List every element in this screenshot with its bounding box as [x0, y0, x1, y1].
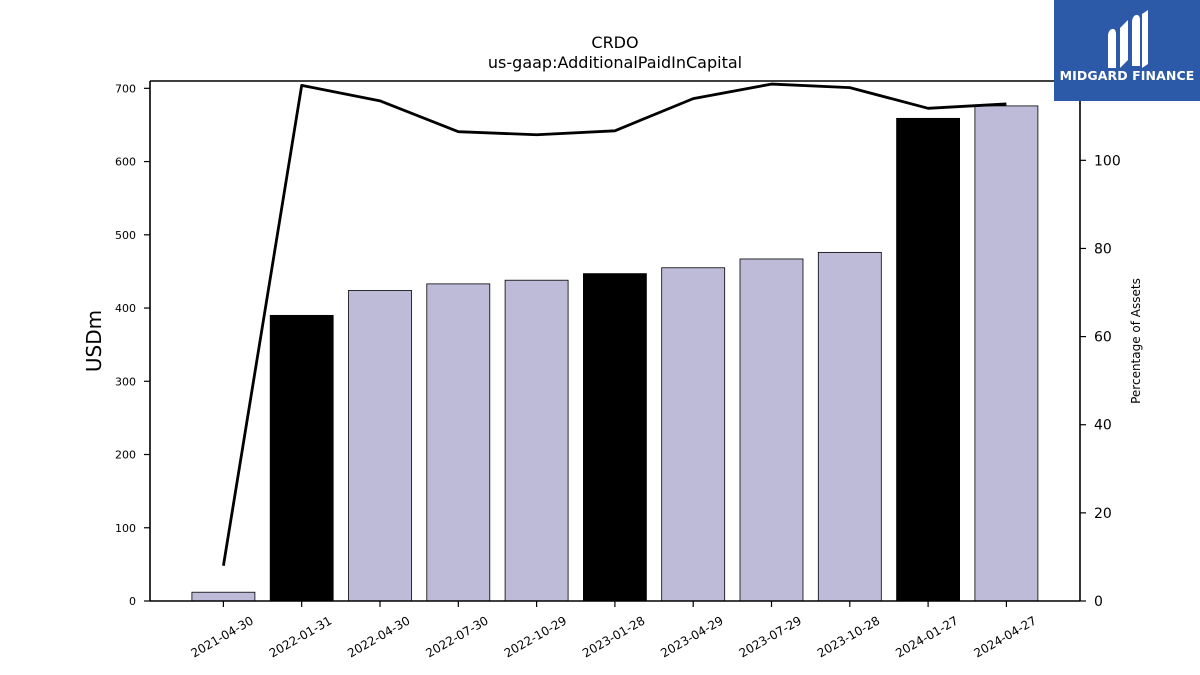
x-tick-label: 2023-04-29	[658, 613, 725, 660]
x-tick-label: 2022-10-29	[502, 613, 569, 660]
bar	[974, 105, 1039, 602]
bar	[504, 279, 569, 602]
bar	[661, 267, 726, 602]
midgard-finance-logo: MIDGARD FINANCE	[1054, 0, 1200, 101]
y-axis-label: USDm	[82, 310, 106, 372]
bar	[739, 258, 804, 602]
midgard-logo-icon	[1108, 10, 1148, 68]
bar	[583, 273, 647, 602]
y2-axis-label: Percentage of Assets	[1129, 278, 1143, 404]
bar	[896, 117, 960, 602]
y-tick-label: 500	[115, 229, 136, 242]
x-tick-label: 2022-07-30	[423, 613, 490, 660]
bar	[817, 251, 882, 602]
x-tick-label: 2023-07-29	[737, 613, 804, 660]
x-tick-label: 2022-04-30	[345, 613, 412, 660]
x-tick-label: 2024-04-27	[971, 613, 1038, 660]
bar	[269, 314, 334, 602]
logo-text: MIDGARD FINANCE	[1059, 68, 1195, 83]
bar	[191, 591, 256, 602]
y-tick-label: 300	[115, 375, 136, 388]
chart-subtitle: us-gaap:AdditionalPaidInCapital	[488, 53, 742, 72]
x-tick-label: 2023-10-28	[815, 613, 882, 660]
chart-title: CRDO	[591, 33, 638, 52]
y2-tick-label: 0	[1094, 594, 1103, 610]
bar	[426, 283, 491, 602]
y2-tick-label: 80	[1094, 241, 1112, 257]
plot-area: 0 100 200 300 400 500 600 700 0 20 40 60 80 100 2021-0…	[115, 80, 1121, 660]
x-tick-label: 2022-01-31	[267, 613, 334, 660]
y-tick-label: 0	[129, 595, 136, 608]
line-series-percentage-of-assets	[222, 82, 1007, 566]
y-tick-label: 700	[115, 82, 136, 95]
y-tick-label: 600	[115, 156, 136, 169]
x-tick-label: 2021-04-30	[188, 613, 255, 660]
bar	[348, 290, 412, 602]
y2-tick-label: 100	[1094, 153, 1121, 169]
y-tick-label: 200	[115, 449, 136, 462]
y-tick-label: 100	[115, 522, 136, 535]
x-tick-label: 2023-01-28	[580, 613, 647, 660]
y2-tick-label: 40	[1094, 418, 1112, 434]
y2-tick-label: 60	[1094, 330, 1112, 346]
y2-tick-label: 20	[1094, 506, 1112, 522]
y-tick-label: 400	[115, 302, 136, 315]
x-tick-label: 2024-01-27	[893, 613, 960, 660]
